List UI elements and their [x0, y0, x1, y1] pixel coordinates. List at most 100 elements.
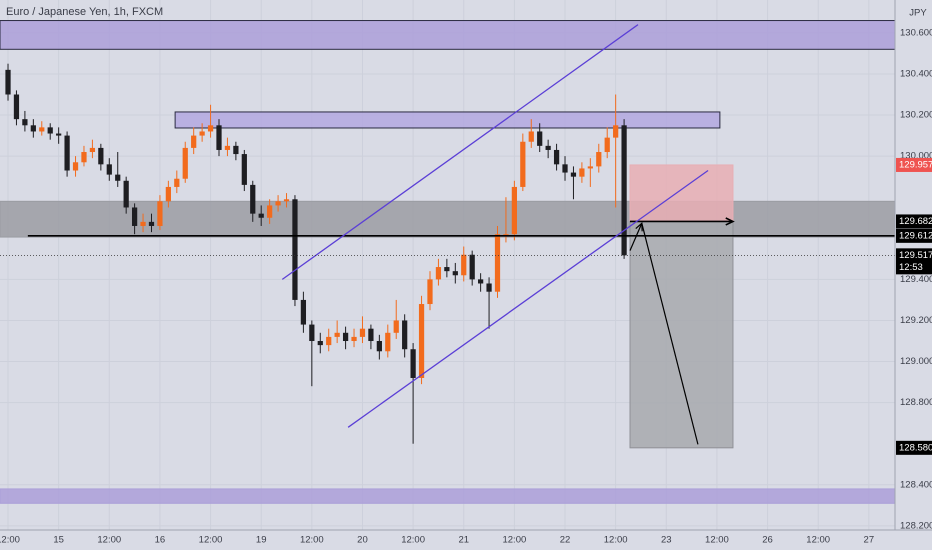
- x-tick-label: 12:00: [0, 535, 20, 546]
- x-tick-label: 15: [53, 535, 64, 546]
- x-tick-label: 23: [661, 535, 672, 546]
- candle-body: [191, 135, 197, 148]
- candle-body: [604, 137, 610, 153]
- countdown: 12:53: [899, 262, 923, 273]
- x-tick-label: 12:00: [502, 535, 526, 546]
- candle-body: [317, 341, 323, 346]
- x-tick-label: 16: [155, 535, 166, 546]
- x-tick-label: 21: [458, 535, 469, 546]
- y-tick-label: 130.000: [900, 151, 932, 162]
- candle-body: [300, 299, 307, 325]
- x-tick-label: 12:00: [300, 535, 324, 546]
- candle-body: [553, 149, 560, 165]
- candle-body: [224, 145, 231, 150]
- candle-body: [309, 324, 315, 342]
- x-tick-label: 12:00: [97, 535, 121, 546]
- candle-body: [250, 184, 256, 214]
- candle-body: [30, 125, 36, 132]
- price-tag: [896, 248, 932, 275]
- candle-body: [520, 141, 526, 187]
- candle-body: [452, 271, 458, 276]
- candle-body: [537, 131, 543, 146]
- candle-body: [444, 267, 450, 272]
- candle-body: [81, 152, 87, 163]
- x-tick-label: 22: [560, 535, 571, 546]
- candle-body: [621, 125, 627, 256]
- price-tag-label: 129.682: [899, 216, 932, 227]
- x-tick-label: 12:00: [199, 535, 223, 546]
- candle-body: [174, 178, 180, 187]
- candle-body: [359, 328, 366, 337]
- candle-body: [106, 164, 112, 175]
- trend-line: [641, 223, 699, 445]
- candle-body: [545, 145, 551, 150]
- candle-body: [207, 125, 214, 132]
- candle-body: [165, 186, 171, 202]
- candle-body: [494, 234, 501, 292]
- y-tick-label: 128.800: [900, 397, 932, 408]
- price-axis-bg: [895, 0, 932, 550]
- candle-body: [486, 283, 492, 292]
- x-tick-label: 12:00: [806, 535, 830, 546]
- candle-body: [469, 254, 475, 280]
- y-tick-label: 129.000: [900, 356, 932, 367]
- y-tick-label: 129.400: [900, 274, 932, 285]
- x-tick-label: 12:00: [401, 535, 425, 546]
- price-tag-label: 128.580: [899, 442, 932, 453]
- candle-body: [587, 166, 593, 169]
- candle-body: [13, 94, 20, 120]
- candle-body: [418, 304, 425, 378]
- candle-body: [123, 180, 129, 208]
- candle-body: [503, 234, 509, 236]
- candle-body: [5, 69, 11, 95]
- candle-body: [326, 336, 332, 346]
- candle-body: [528, 131, 534, 142]
- x-tick-label: 27: [864, 535, 875, 546]
- candle-body: [292, 199, 298, 300]
- candle-body: [334, 332, 340, 337]
- y-tick-label: 130.600: [900, 27, 932, 38]
- candle-body: [241, 154, 247, 185]
- candle-body: [22, 119, 28, 126]
- zone-band: [0, 20, 896, 50]
- candle-body: [570, 172, 577, 177]
- y-tick-label: 130.400: [900, 68, 932, 79]
- candle-body: [461, 254, 467, 276]
- x-tick-label: 20: [357, 535, 368, 546]
- candle-body: [579, 168, 585, 177]
- candle-body: [275, 201, 281, 206]
- candle-body: [233, 145, 239, 155]
- y-tick-label: 129.200: [900, 315, 932, 326]
- y-tick-label: 130.200: [900, 110, 932, 121]
- candle-body: [157, 201, 163, 226]
- candle-body: [402, 320, 408, 350]
- x-tick-label: 26: [762, 535, 773, 546]
- price-tag: [896, 157, 932, 172]
- candle-body: [562, 164, 568, 173]
- candle-body: [64, 135, 70, 171]
- candle-body: [131, 207, 138, 226]
- candle-body: [511, 186, 517, 235]
- candle-body: [351, 336, 357, 342]
- candle-body: [478, 279, 484, 284]
- candle-body: [410, 349, 416, 378]
- zone-band: [0, 488, 896, 504]
- candle-body: [596, 152, 602, 167]
- price-tag: [896, 228, 932, 243]
- zone-band: [0, 200, 896, 238]
- chart-title: Euro / Japanese Yen, 1h, FXCM: [6, 6, 163, 18]
- candle-body: [199, 131, 205, 136]
- y-tick-label: 128.400: [900, 479, 932, 490]
- candle-body: [216, 125, 222, 150]
- trend-line: [281, 24, 639, 280]
- price-tag: [896, 440, 932, 455]
- price-tag-label: 129.612: [899, 230, 932, 241]
- candle-body: [393, 320, 399, 333]
- candle-body: [435, 267, 442, 280]
- candle-body: [376, 341, 382, 352]
- candle-body: [385, 332, 391, 352]
- candle-body: [148, 221, 155, 226]
- candle-body: [140, 221, 146, 226]
